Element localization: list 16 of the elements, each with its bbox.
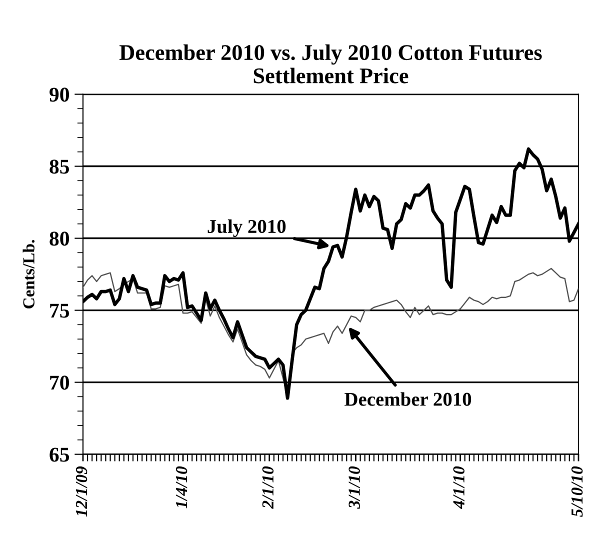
x-tick-label: 4/1/10: [453, 466, 464, 509]
y-tick-label: 65: [50, 448, 70, 462]
y-tick-label: 80: [50, 232, 69, 246]
x-tick-label: 12/1/09: [76, 466, 88, 517]
chart-title: December 2010 vs. July 2010 Cotton Futures Settlement Price: [120, 44, 542, 84]
x-tick-label: 3/1/10: [348, 466, 360, 509]
y-axis-title: Cents/Lb.: [22, 240, 35, 308]
x-tick-label: 5/10/10: [571, 466, 583, 517]
text: December 2010: [344, 392, 472, 406]
x-tick-label: 1/4/10: [176, 466, 188, 508]
y-tick-label: 85: [50, 160, 70, 174]
y-tick-label: 70: [50, 376, 69, 390]
y-tick-label: 75: [50, 304, 70, 318]
text: July 2010: [208, 219, 286, 238]
y-tick-label: 90: [50, 88, 69, 102]
x-tick-label: 2/1/10: [262, 466, 274, 509]
